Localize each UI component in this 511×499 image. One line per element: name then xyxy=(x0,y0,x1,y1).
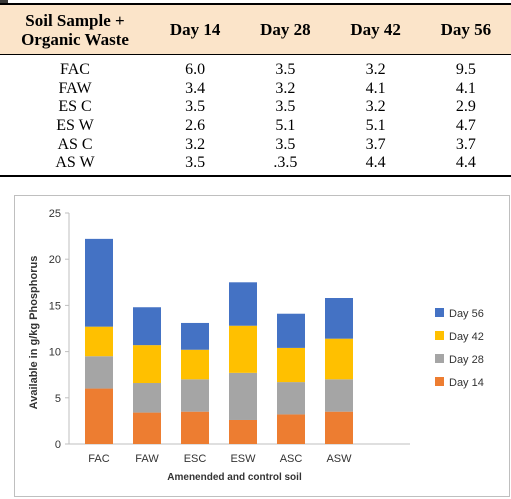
x-tick-label: ASC xyxy=(280,453,303,465)
row-label: FAW xyxy=(58,79,92,97)
bar-day-28-faw xyxy=(133,383,161,413)
row-label: ES C xyxy=(58,98,92,116)
cell: 3.2 xyxy=(185,135,206,153)
row-label: FAC xyxy=(60,61,90,79)
legend-swatch-day-14 xyxy=(435,377,444,386)
x-tick-label: FAW xyxy=(135,453,159,465)
cell: 4.4 xyxy=(330,153,421,177)
bar-day-14-esc xyxy=(181,411,209,444)
cell: 3.7 xyxy=(455,135,476,153)
cell: 4.1 xyxy=(365,79,386,97)
bar-day-14-fac xyxy=(85,388,113,444)
cell: 6.0 xyxy=(185,61,206,79)
bar-day-28-asw xyxy=(325,379,353,412)
cell: 4.1 xyxy=(455,79,476,97)
bar-day-42-asw xyxy=(325,338,353,380)
bar-day-42-asc xyxy=(277,347,305,383)
header-sample-line2: Organic Waste xyxy=(21,29,129,49)
legend-label-day-56: Day 56 xyxy=(449,308,484,320)
cell: 2.9 xyxy=(455,98,476,116)
table-header-row: Soil Sample + Organic Waste Day 14 Day 28… xyxy=(0,3,511,55)
header-sample-line1: Soil Sample + xyxy=(25,10,125,30)
header-day-56: Day 56 xyxy=(420,3,511,55)
chart-frame: 0 5 10 15 20 25 FAC FAW ESC ESW ASC ASW Amenended an… xyxy=(14,195,510,497)
header-sample: Soil Sample + Organic Waste xyxy=(0,3,150,55)
x-tick-label: FAC xyxy=(88,453,109,465)
phosphorus-table: Soil Sample + Organic Waste Day 14 Day 28… xyxy=(0,3,511,177)
cell: 3.2 xyxy=(365,61,386,79)
x-tick-label: ESC xyxy=(184,453,207,465)
bar-day-14-asw xyxy=(325,411,353,444)
row-label: AS C xyxy=(57,135,93,153)
cell: 3.5 xyxy=(150,153,241,177)
header-day-14: Day 14 xyxy=(150,3,241,55)
table-row: ES W 2.6 5.1 5.1 4.7 xyxy=(0,117,511,136)
legend-label-day-42: Day 42 xyxy=(449,331,484,343)
bar-day-14-esw xyxy=(229,419,257,444)
table-row: AS W 3.5.3.5 4.4 4.4 xyxy=(0,153,511,177)
bar-day-56-faw xyxy=(133,307,161,346)
data-table-container: Soil Sample + Organic Waste Day 14 Day 28… xyxy=(0,3,511,183)
table-row: FAW 3.4 3.2 4.1 4.1 xyxy=(0,80,511,99)
bar-day-56-fac xyxy=(85,238,113,327)
bar-day-14-faw xyxy=(133,412,161,444)
legend-swatch-day-28 xyxy=(435,354,444,363)
cell: 5.1 xyxy=(365,117,386,135)
bar-day-42-esw xyxy=(229,325,257,373)
y-tick-label: 0 xyxy=(55,439,61,451)
table-row: ES C 3.5 3.5 3.2 2.9 xyxy=(0,98,511,117)
cell: 9.5 xyxy=(455,61,476,79)
table-row: FAC 6.0 3.5 3.2 9.5 xyxy=(0,55,511,80)
bar-day-56-asc xyxy=(277,313,305,348)
bar-day-42-faw xyxy=(133,345,161,384)
row-label: ES W xyxy=(56,117,94,135)
y-tick-label: 10 xyxy=(49,347,61,359)
edge-dot xyxy=(0,0,8,3)
y-tick-label: 5 xyxy=(55,393,61,405)
legend-label-day-14: Day 14 xyxy=(449,377,484,389)
table-row: AS C 3.2 3.5 3.7 3.7 xyxy=(0,135,511,154)
y-tick-label: 20 xyxy=(49,254,61,266)
cell: 3.5 xyxy=(275,61,296,79)
legend-label-day-28: Day 28 xyxy=(449,354,484,366)
x-tick-label: ESW xyxy=(230,453,256,465)
cell: 3.2 xyxy=(275,79,296,97)
bar-day-14-asc xyxy=(277,414,305,444)
bar-day-28-esw xyxy=(229,372,257,420)
cell: 5.1 xyxy=(275,117,296,135)
bar-day-28-esc xyxy=(181,379,209,412)
cell: 3.5 xyxy=(185,98,206,116)
y-tick-label: 25 xyxy=(49,208,61,220)
x-axis-title: Amenended and control soil xyxy=(167,472,302,483)
stacked-bar-chart: 0 5 10 15 20 25 FAC FAW ESC ESW ASC ASW Amenended an… xyxy=(28,208,484,483)
cell: 4.4 xyxy=(420,153,511,177)
cell: 3.5 xyxy=(275,98,296,116)
cell: 4.7 xyxy=(455,117,476,135)
bar-day-56-esw xyxy=(229,282,257,326)
bar-day-42-fac xyxy=(85,326,113,357)
bar-day-56-esc xyxy=(181,322,209,350)
y-axis-title: Available in g/kg Phosphorus xyxy=(28,256,40,410)
cell: 2.6 xyxy=(185,117,206,135)
x-tick-label: ASW xyxy=(326,453,352,465)
bar-day-28-asc xyxy=(277,382,305,415)
y-tick-label: 15 xyxy=(49,300,61,312)
legend-swatch-day-42 xyxy=(435,331,444,340)
bar-day-28-fac xyxy=(85,356,113,389)
cell: 3.5 xyxy=(275,135,296,153)
row-label: AS W xyxy=(0,153,150,177)
cell: .3.5 xyxy=(240,153,331,177)
bar-day-56-asw xyxy=(325,298,353,339)
cell: 3.7 xyxy=(365,135,386,153)
header-day-28: Day 28 xyxy=(240,3,331,55)
bar-day-42-esc xyxy=(181,349,209,380)
cell: 3.2 xyxy=(365,98,386,116)
legend-swatch-day-56 xyxy=(435,308,444,317)
header-day-42: Day 42 xyxy=(330,3,421,55)
page-edge-artifact xyxy=(0,0,12,4)
cell: 3.4 xyxy=(185,79,206,97)
